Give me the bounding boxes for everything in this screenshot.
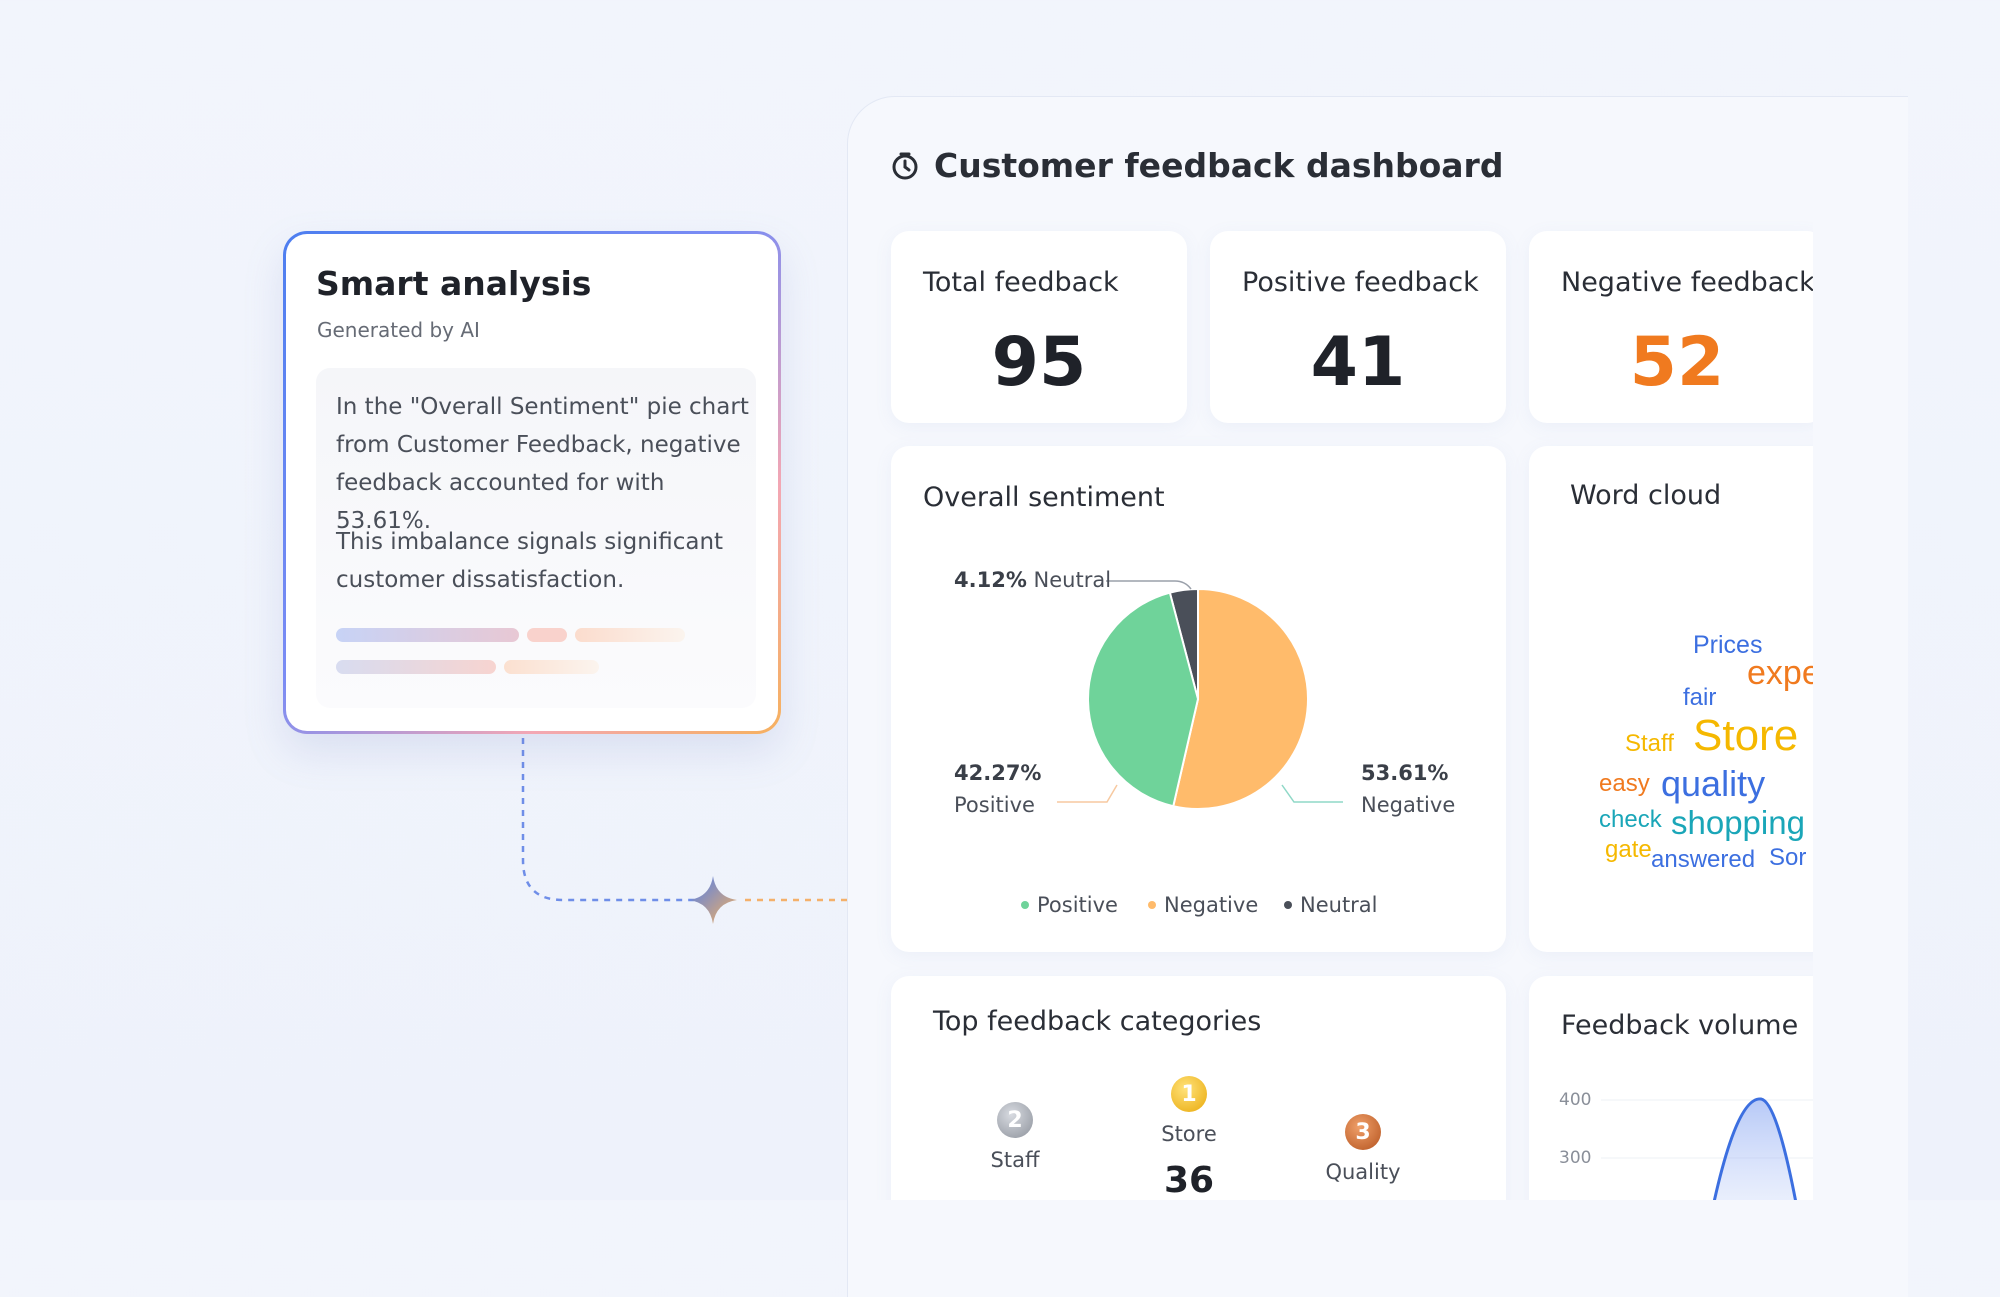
category-quality[interactable]: 3 Quality (1293, 1114, 1433, 1184)
neutral-label: 4.12% Neutral (954, 564, 1111, 596)
positive-text: Positive (954, 793, 1035, 817)
volume-line-chart (1601, 1097, 1813, 1200)
bronze-medal-icon: 3 (1345, 1114, 1381, 1150)
timer-icon (892, 152, 918, 179)
stat-value: 52 (1629, 323, 1725, 402)
neutral-pct: 4.12% (954, 568, 1027, 592)
category-store[interactable]: 1 Store 36 (1119, 1076, 1259, 1200)
word: Store (1693, 711, 1799, 760)
legend-dot (1021, 901, 1029, 909)
legend-label: Positive (1037, 893, 1118, 917)
loading-skeleton-bar (504, 660, 599, 674)
pie-slice-negative[interactable] (1172, 587, 1310, 810)
category-value: 36 (1163, 1160, 1215, 1200)
volume-card: Feedback volume 400 300 (1529, 976, 1813, 1200)
word-cloud-title: Word cloud (1570, 480, 1722, 511)
neutral-leader-line (1106, 580, 1192, 590)
negative-leader-line (1281, 784, 1343, 803)
dashboard-header: Customer feedback dashboard (890, 146, 1503, 185)
legend-positive[interactable]: Positive (1021, 893, 1118, 917)
analysis-paragraph: This imbalance signals significant custo… (336, 529, 724, 593)
smart-analysis-card: Smart analysis Generated by AI In the "O… (283, 231, 781, 734)
positive-pct: 42.27% (954, 761, 1042, 785)
word: answered (1651, 846, 1756, 873)
word: check (1599, 806, 1662, 833)
word: shopping (1671, 804, 1805, 841)
dashboard-clip: Customer feedback dashboard Total feedba… (890, 146, 1813, 1200)
loading-skeleton-bar (575, 628, 685, 642)
analysis-content: In the "Overall Sentiment" pie chart fro… (316, 368, 756, 708)
neutral-text: Neutral (1033, 568, 1112, 592)
tick-label: 400 (1559, 1090, 1592, 1110)
stat-card-total[interactable]: Total feedback 95 (891, 231, 1187, 423)
word: expe (1747, 654, 1813, 692)
stat-card-negative[interactable]: Negative feedback 52 (1529, 231, 1813, 423)
category-label: Staff (990, 1148, 1040, 1172)
word: Sor (1769, 844, 1807, 871)
word-cloud: Prices expe fair Store Staff quality eas… (1599, 576, 1813, 872)
word-cloud-card: Word cloud Prices expe fair Store Staff … (1529, 446, 1813, 952)
silver-medal-icon: 2 (997, 1102, 1033, 1138)
word: easy (1599, 770, 1650, 797)
negative-pct: 53.61% (1361, 761, 1449, 785)
word: Prices (1693, 631, 1763, 659)
word: quality (1661, 763, 1766, 804)
stat-label: Total feedback (923, 267, 1119, 298)
dashboard-title: Customer feedback dashboard (934, 146, 1504, 185)
stat-value: 41 (1310, 323, 1406, 402)
word: gate (1605, 836, 1652, 863)
categories-title: Top feedback categories (933, 1006, 1262, 1037)
pie-slice-positive[interactable] (1087, 591, 1200, 808)
legend-dot (1148, 901, 1156, 909)
gold-medal-icon: 1 (1171, 1076, 1207, 1112)
tick-label: 300 (1559, 1148, 1592, 1168)
legend-neutral[interactable]: Neutral (1284, 893, 1378, 917)
analysis-paragraph: In the "Overall Sentiment" pie chart fro… (336, 394, 749, 534)
loading-skeleton-bar (527, 628, 567, 642)
sentiment-card: Overall sentiment 4.12% Neutral 42.27% P… (891, 446, 1506, 952)
rank-number: 1 (1181, 1081, 1197, 1107)
categories-card: Top feedback categories 2 Staff 1 Store … (891, 976, 1506, 1200)
sentiment-pie-chart (1057, 580, 1343, 810)
category-label: Quality (1325, 1160, 1401, 1184)
word: fair (1683, 684, 1717, 711)
volume-title: Feedback volume (1561, 1010, 1799, 1041)
stat-value: 95 (991, 323, 1087, 402)
category-staff[interactable]: 2 Staff (945, 1102, 1085, 1172)
negative-label: 53.61% Negative (1361, 757, 1455, 821)
rank-number: 3 (1355, 1119, 1371, 1145)
word: Staff (1625, 730, 1674, 757)
legend-label: Neutral (1300, 893, 1378, 917)
legend-dot (1284, 901, 1292, 909)
loading-skeleton-bar (336, 660, 496, 674)
legend-negative[interactable]: Negative (1148, 893, 1258, 917)
smart-analysis-subtitle: Generated by AI (317, 318, 480, 342)
stat-card-positive[interactable]: Positive feedback 41 (1210, 231, 1506, 423)
sentiment-title: Overall sentiment (923, 482, 1165, 513)
negative-text: Negative (1361, 793, 1456, 817)
positive-leader-line (1057, 784, 1118, 803)
positive-label: 42.27% Positive (954, 757, 1041, 821)
smart-analysis-title: Smart analysis (316, 264, 592, 303)
stat-label: Negative feedback (1561, 267, 1813, 298)
category-label: Store (1161, 1122, 1217, 1146)
legend-label: Negative (1164, 893, 1259, 917)
rank-number: 2 (1007, 1107, 1023, 1133)
loading-skeleton-bar (336, 628, 519, 642)
stat-label: Positive feedback (1242, 267, 1479, 298)
